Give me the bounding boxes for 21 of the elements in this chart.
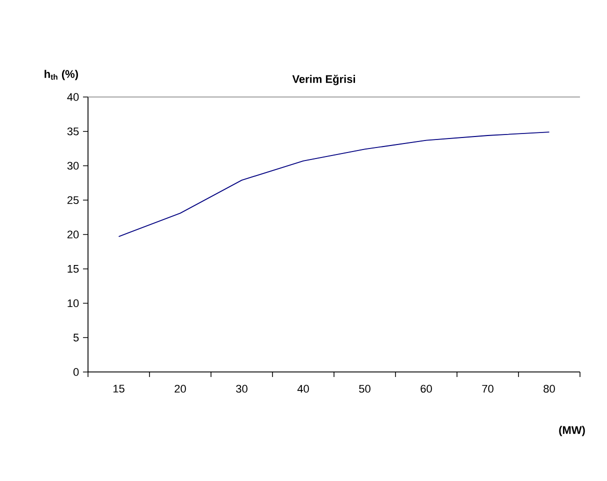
x-tick-label: 60 [420,384,432,393]
x-tick-label: 50 [359,384,370,393]
x-axis-title: (MW) [559,426,585,436]
x-tick-label: 30 [236,384,248,393]
y-tick-label: 10 [68,299,79,308]
y-tick-label: 15 [68,265,79,273]
y-axis-title: h$_{th}$ (%) [44,70,78,80]
y-tick-label: 5 [73,334,79,342]
y-tick-label: 0 [73,368,79,376]
y-tick-label: 35 [67,127,79,136]
y-tick-label: 20 [67,230,79,238]
x-tick-label: 15 [113,384,124,393]
x-tick-label: 20 [174,384,186,393]
x-tick-label: 70 [482,384,494,393]
x-tick-label: 40 [297,384,309,393]
chart-title: Verim Eğrisi [292,74,356,86]
x-tick-label: 80 [544,384,555,393]
y-tick-label: 30 [67,162,79,170]
line-series [118,132,550,237]
y-tick-label: 40 [67,93,79,101]
y-tick-label: 25 [67,196,79,204]
